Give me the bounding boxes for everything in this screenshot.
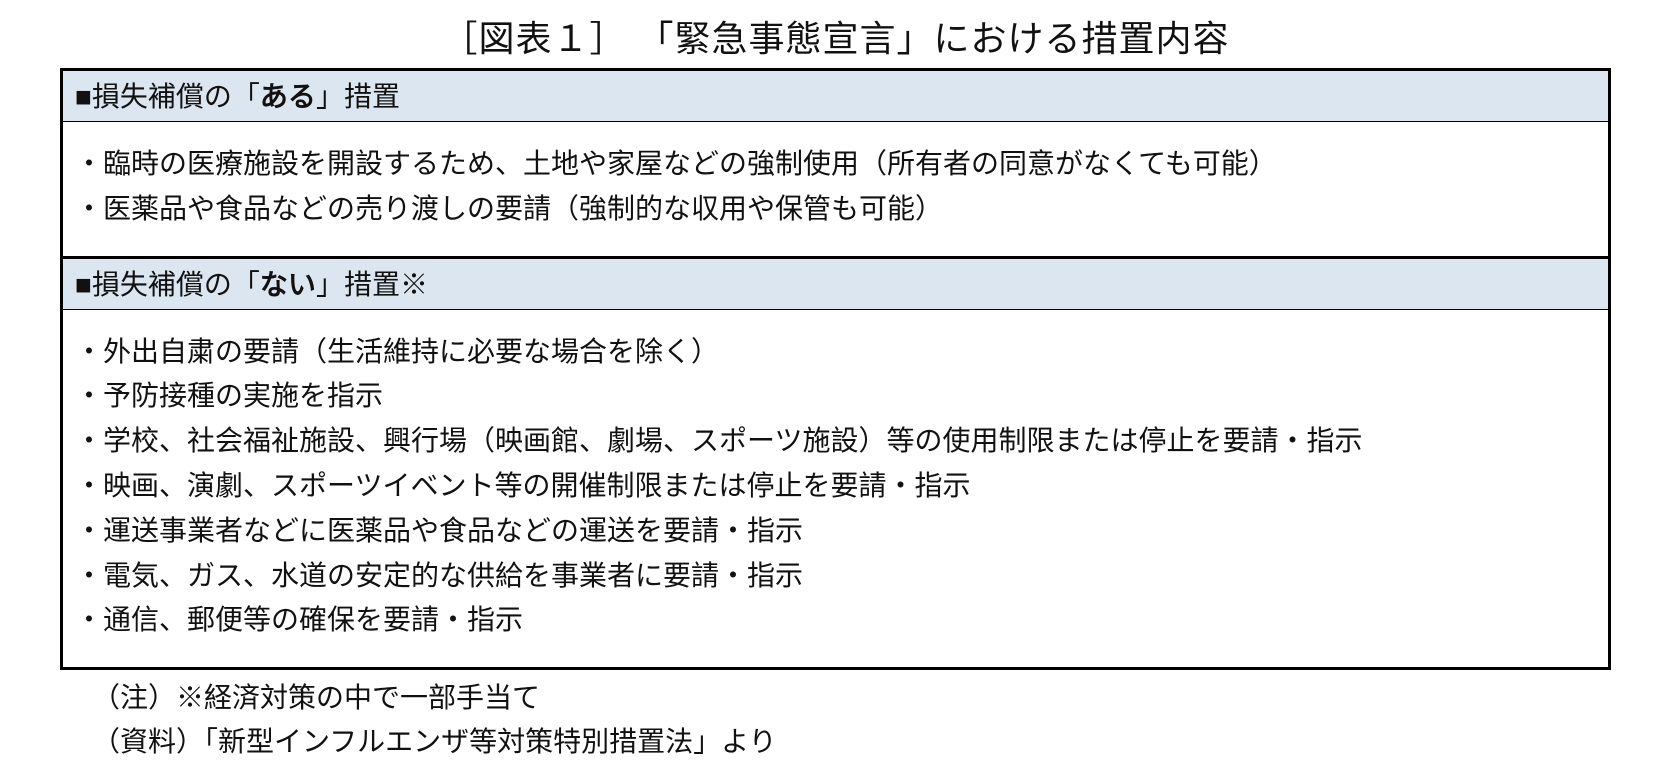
page-root: ［図表１］ 「緊急事態宣言」における措置内容 ■損失補償の「ある」措置 ・臨時の… (0, 10, 1671, 783)
header-bold: ある (260, 81, 316, 112)
section-body-without-compensation: ・外出自粛の要請（生活維持に必要な場合を除く） ・予防接種の実施を指示 ・学校、… (63, 310, 1608, 668)
list-item: ・電気、ガス、水道の安定的な供給を事業者に要請・指示 (75, 554, 1596, 599)
section-header-with-compensation: ■損失補償の「ある」措置 (63, 71, 1608, 122)
list-item: ・臨時の医療施設を開設するため、土地や家屋などの強制使用（所有者の同意がなくても… (75, 142, 1596, 187)
header-prefix: ■損失補償の「 (75, 269, 260, 300)
header-prefix: ■損失補償の「 (75, 81, 260, 112)
footnote-line: （注）※経済対策の中で一部手当て (92, 676, 1599, 719)
header-suffix: 」措置 (316, 81, 400, 112)
list-item: ・予防接種の実施を指示 (75, 374, 1596, 419)
list-item: ・映画、演劇、スポーツイベント等の開催制限または停止を要請・指示 (75, 464, 1596, 509)
section-header-without-compensation: ■損失補償の「ない」措置※ (63, 259, 1608, 310)
header-suffix: 」措置※ (316, 269, 428, 300)
footnotes: （注）※経済対策の中で一部手当て （資料）「新型インフルエンザ等対策特別措置法」… (60, 670, 1611, 763)
table-title: ［図表１］ 「緊急事態宣言」における措置内容 (60, 10, 1611, 62)
footnote-line: （資料）「新型インフルエンザ等対策特別措置法」より (92, 720, 1599, 763)
list-item: ・運送事業者などに医薬品や食品などの運送を要請・指示 (75, 509, 1596, 554)
measures-table: ■損失補償の「ある」措置 ・臨時の医療施設を開設するため、土地や家屋などの強制使… (60, 68, 1611, 670)
section-body-with-compensation: ・臨時の医療施設を開設するため、土地や家屋などの強制使用（所有者の同意がなくても… (63, 122, 1608, 256)
header-bold: ない (260, 269, 316, 300)
list-item: ・学校、社会福祉施設、興行場（映画館、劇場、スポーツ施設）等の使用制限または停止… (75, 419, 1596, 464)
list-item: ・通信、郵便等の確保を要請・指示 (75, 598, 1596, 643)
list-item: ・医薬品や食品などの売り渡しの要請（強制的な収用や保管も可能） (75, 187, 1596, 232)
list-item: ・外出自粛の要請（生活維持に必要な場合を除く） (75, 330, 1596, 375)
